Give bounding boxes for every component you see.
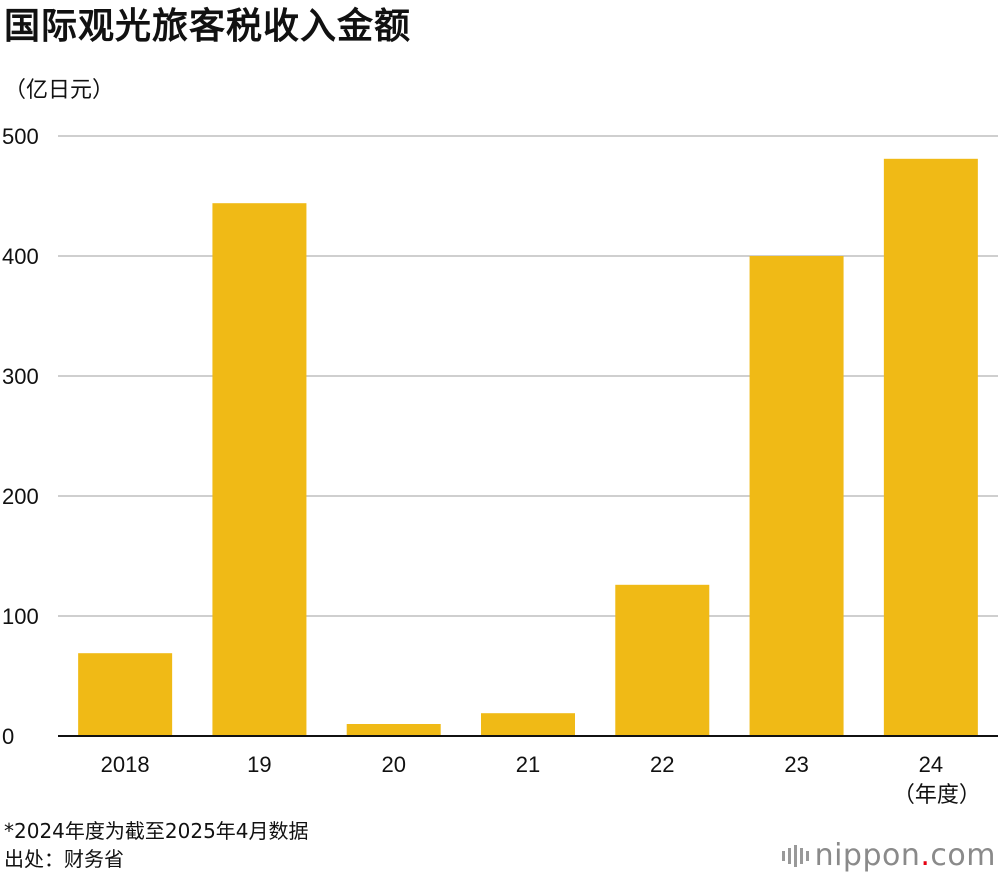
nippon-bars-icon (781, 844, 809, 867)
x-tick-label: 21 (516, 752, 540, 777)
y-tick-label: 0 (2, 724, 14, 749)
y-tick-label: 200 (2, 484, 39, 509)
y-tick-label: 500 (2, 124, 39, 149)
x-tick-label: 19 (247, 752, 271, 777)
grid-lines (58, 135, 998, 617)
logo-text: nippon.com (815, 838, 996, 873)
footnote: *2024年度为截至2025年4月数据 (4, 819, 309, 843)
bar-22 (615, 584, 710, 736)
bar-2018 (78, 653, 173, 736)
bar-23 (749, 256, 844, 736)
x-tick-label: 20 (381, 752, 405, 777)
y-axis-unit: （亿日元） (4, 78, 115, 103)
logo-dot: . (920, 838, 931, 873)
nippon-logo[interactable]: nippon.com (781, 838, 996, 873)
source-note: 出处：财务省 (4, 847, 124, 871)
bars (78, 158, 978, 737)
y-tick-label: 300 (2, 364, 39, 389)
y-tick-label: 400 (2, 244, 39, 269)
logo-tld: com (930, 838, 996, 873)
y-tick-label: 100 (2, 604, 39, 629)
x-tick-label: 2018 (101, 752, 150, 777)
chart-title: 国际观光旅客税收入金额 (4, 6, 412, 47)
x-axis-unit-note: （年度） (893, 783, 981, 808)
bar-chart: 0 100 200 300 400 500 2018 19 20 21 22 23 24 （年度） (2, 124, 998, 808)
bar-21 (481, 713, 575, 736)
x-tick-label: 23 (784, 752, 808, 777)
logo-name: nippon (814, 838, 921, 873)
x-tick-label: 22 (650, 752, 674, 777)
bar-19 (212, 203, 307, 736)
bar-24 (883, 158, 978, 737)
x-tick-label: 24 (919, 752, 943, 777)
bar-20 (346, 724, 441, 736)
y-tick-labels: 0 100 200 300 400 500 (2, 124, 39, 749)
x-tick-labels: 2018 19 20 21 22 23 24 (101, 752, 943, 777)
